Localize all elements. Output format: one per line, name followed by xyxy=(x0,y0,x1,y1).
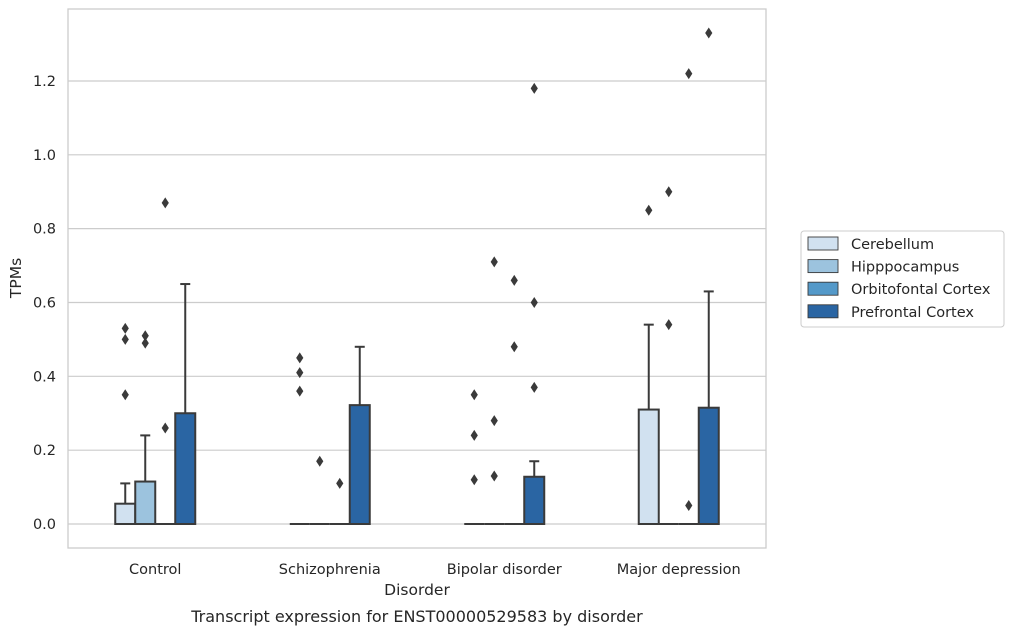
legend-label: Prefrontal Cortex xyxy=(851,305,974,321)
outlier-point xyxy=(490,256,498,268)
box xyxy=(523,475,546,526)
y-axis-label: TPMs xyxy=(7,258,25,299)
x-axis-label: Disorder xyxy=(384,581,450,599)
outlier-point xyxy=(121,333,129,345)
outlier-point xyxy=(665,319,673,331)
x-tick-label: Control xyxy=(129,562,181,578)
outlier-point xyxy=(470,429,478,441)
y-tick-label: 0.0 xyxy=(33,517,56,533)
x-tick-label: Bipolar disorder xyxy=(447,562,562,578)
outlier-point xyxy=(490,470,498,482)
box xyxy=(637,408,660,526)
outlier-point xyxy=(161,197,169,209)
legend-swatch xyxy=(807,259,839,274)
legend-swatch xyxy=(807,236,839,251)
legend-swatch xyxy=(807,281,839,296)
outlier-point xyxy=(685,500,693,512)
outlier-point xyxy=(510,341,518,353)
outlier-point xyxy=(470,389,478,401)
y-tick-label: 0.4 xyxy=(33,369,56,385)
y-tick-labels: 0.0 0.2 0.4 0.6 0.8 1.0 1.2 xyxy=(33,74,56,533)
x-tick-label: Schizophrenia xyxy=(279,562,381,578)
box xyxy=(348,404,371,526)
box xyxy=(114,502,137,526)
chart-caption: Transcript expression for ENST0000052958… xyxy=(190,607,643,626)
outlier-point xyxy=(470,474,478,486)
y-tick-label: 0.6 xyxy=(33,295,56,311)
outlier-point xyxy=(296,352,304,364)
legend: Cerebellum Hipppocampus Orbitofontal Corte… xyxy=(800,230,1005,328)
outlier-point xyxy=(316,455,324,467)
outlier-point xyxy=(490,415,498,427)
y-tick-label: 1.0 xyxy=(33,148,56,164)
outlier-point xyxy=(685,68,693,80)
outlier-point xyxy=(530,82,538,94)
legend-label: Orbitofontal Cortex xyxy=(851,282,991,298)
legend-frame xyxy=(800,230,1005,328)
y-tick-label: 0.2 xyxy=(33,443,56,459)
box-series xyxy=(114,27,720,526)
outlier-point xyxy=(336,477,344,489)
x-tick-label: Major depression xyxy=(617,562,741,578)
outlier-point xyxy=(705,27,713,39)
box xyxy=(174,412,197,526)
outlier-point xyxy=(121,389,129,401)
outlier-point xyxy=(530,296,538,308)
outlier-point xyxy=(510,274,518,286)
plot-frame xyxy=(67,8,767,549)
outlier-point xyxy=(121,322,129,334)
legend-swatch xyxy=(807,304,839,319)
plot-background xyxy=(68,9,766,548)
outlier-point xyxy=(141,330,149,342)
y-tick-label: 0.8 xyxy=(33,222,56,238)
outlier-point xyxy=(530,381,538,393)
outlier-point xyxy=(141,337,149,349)
outlier-point xyxy=(296,385,304,397)
outlier-point xyxy=(296,367,304,379)
box xyxy=(697,406,720,526)
y-tick-label: 1.2 xyxy=(33,74,56,90)
x-tick-labels: Control Schizophrenia Bipolar disorder Majo… xyxy=(129,562,741,578)
legend-label: Hipppocampus xyxy=(851,260,959,276)
legend-label: Cerebellum xyxy=(851,237,934,253)
outlier-point xyxy=(665,186,673,198)
box xyxy=(134,480,157,526)
outlier-point xyxy=(161,422,169,434)
outlier-point xyxy=(645,204,653,216)
